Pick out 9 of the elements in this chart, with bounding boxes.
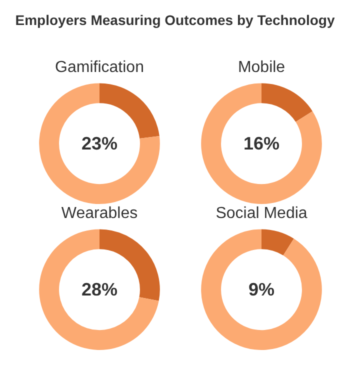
text: Employers Measuring Outcomes by Technology bbox=[14, 12, 336, 28]
chart-title: Social Media bbox=[216, 205, 308, 222]
text: 16% bbox=[243, 134, 280, 154]
chart-title: Mobile bbox=[238, 59, 286, 76]
chart-title: Gamification bbox=[55, 59, 144, 76]
text: 23% bbox=[81, 134, 118, 154]
text: 28% bbox=[81, 280, 118, 300]
chart-title: Wearables bbox=[61, 205, 138, 222]
text: 9% bbox=[248, 280, 275, 300]
